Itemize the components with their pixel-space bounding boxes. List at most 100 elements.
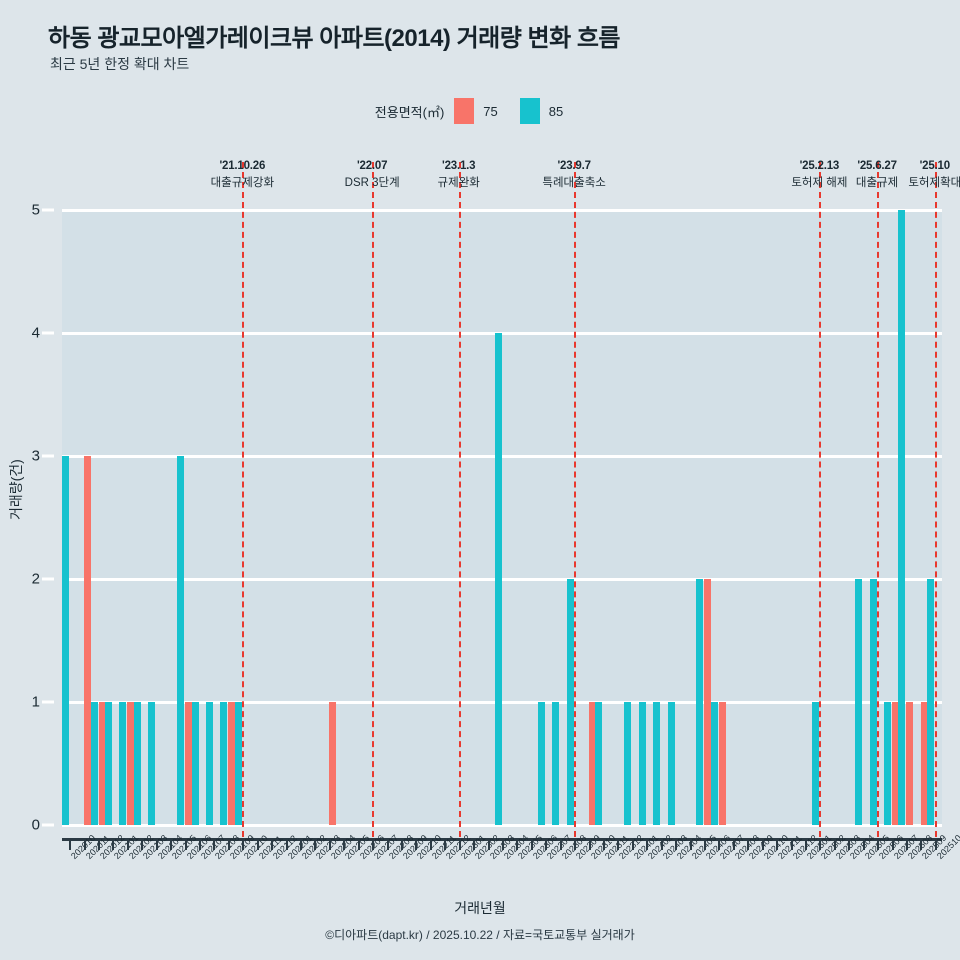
bar-85[interactable] [667, 702, 675, 825]
legend-label-75: 75 [483, 103, 498, 119]
x-tick-mark [602, 838, 605, 850]
bar-85[interactable] [855, 579, 863, 825]
bar-85[interactable] [710, 702, 718, 825]
bar-85[interactable] [234, 702, 242, 825]
event-line [934, 162, 937, 837]
bar-85[interactable] [220, 702, 228, 825]
x-tick-mark [458, 838, 461, 850]
footer-credit: ©디아파트(dapt.kr) / 2025.10.22 / 자료=국토교통부 실… [325, 928, 635, 942]
x-tick-mark [256, 838, 259, 850]
event-label: '23.9.7 특례대출축소 [542, 160, 605, 190]
x-tick-mark [574, 838, 577, 850]
event-text: 토허제확대 [908, 177, 960, 189]
y-tick-mark [42, 577, 54, 581]
x-tick-mark [833, 838, 836, 850]
event-date: '22.07 [356, 160, 388, 172]
bar-85[interactable] [653, 702, 661, 825]
x-axis: 2020102020112020122021012021022021032021… [62, 833, 960, 861]
event-date: '25.2.13 [799, 160, 840, 172]
x-tick-mark [689, 838, 692, 850]
x-tick-mark [848, 838, 851, 850]
bar-75[interactable] [228, 702, 236, 825]
y-tick-label: 1 [31, 693, 40, 711]
y-tick-mark [42, 700, 54, 704]
bar-75[interactable] [920, 702, 928, 825]
event-text: 토허제 해제 [791, 177, 848, 189]
bar-75[interactable] [906, 702, 914, 825]
bar-85[interactable] [869, 579, 877, 825]
bar-75[interactable] [185, 702, 193, 825]
y-tick-mark [42, 208, 54, 212]
gridline [62, 577, 942, 581]
x-tick-mark [877, 838, 880, 850]
x-tick-mark [920, 838, 923, 850]
x-tick-mark [588, 838, 591, 850]
bar-85[interactable] [566, 579, 574, 825]
y-tick-mark [42, 454, 54, 458]
legend-item-75[interactable]: 75 [454, 98, 498, 124]
bar-85[interactable] [61, 456, 69, 825]
x-tick-mark [300, 838, 303, 850]
bar-85[interactable] [927, 579, 935, 825]
bar-75[interactable] [892, 702, 899, 825]
x-tick-mark [69, 838, 72, 850]
event-label: '25.10 토허제확대 [908, 160, 960, 190]
x-tick-mark [516, 838, 519, 850]
x-tick-mark [545, 838, 548, 850]
x-tick-mark [357, 838, 360, 850]
bar-85[interactable] [624, 702, 632, 825]
event-date: '23.1.3 [442, 160, 476, 172]
y-axis-title: 거래량(건) [8, 459, 24, 520]
x-tick-mark [905, 838, 908, 850]
bar-75[interactable] [718, 702, 726, 825]
bar-85[interactable] [133, 702, 141, 825]
bar-75[interactable] [84, 456, 92, 825]
bar-85[interactable] [696, 579, 704, 825]
bar-85[interactable] [119, 702, 127, 825]
x-tick-mark [314, 838, 317, 850]
bar-85[interactable] [898, 210, 906, 825]
x-tick-mark [862, 838, 865, 850]
bar-85[interactable] [205, 702, 213, 825]
x-tick-mark [98, 838, 101, 850]
bar-85[interactable] [537, 702, 545, 825]
x-tick-mark [473, 838, 476, 850]
bar-85[interactable] [552, 702, 560, 825]
x-tick-mark [804, 838, 807, 850]
x-tick-mark [83, 838, 86, 850]
x-tick-mark [328, 838, 331, 850]
event-text: 대출규제강화 [210, 177, 275, 189]
bar-85[interactable] [638, 702, 646, 825]
bar-75[interactable] [127, 702, 135, 825]
bar-85[interactable] [104, 702, 112, 825]
bar-75[interactable] [704, 579, 712, 825]
bar-75[interactable] [329, 702, 337, 825]
bar-85[interactable] [884, 702, 891, 825]
legend-swatch-85 [519, 98, 540, 124]
bar-85[interactable] [494, 333, 502, 825]
x-tick-mark [617, 838, 620, 850]
bar-85[interactable] [148, 702, 156, 825]
event-label: '21.10.26 대출규제강화 [211, 160, 274, 190]
event-date: '23.9.7 [557, 160, 591, 172]
x-tick-mark [660, 838, 663, 850]
legend-item-85[interactable]: 85 [519, 98, 563, 124]
event-date: '25.10 [919, 160, 951, 172]
bar-85[interactable] [811, 702, 819, 825]
gridline [62, 331, 942, 335]
y-axis: 0 1 2 3 4 5 [0, 202, 56, 834]
bar-85[interactable] [191, 702, 199, 825]
bar-75[interactable] [589, 702, 597, 825]
event-label: '23.1.3 규제완화 [438, 160, 480, 190]
legend-swatch-75 [454, 98, 475, 124]
bar-85[interactable] [595, 702, 603, 825]
x-tick-mark [819, 838, 822, 850]
bar-85[interactable] [177, 456, 185, 825]
bar-75[interactable] [98, 702, 106, 825]
x-tick-mark [141, 838, 144, 850]
gridline [62, 454, 942, 458]
bar-85[interactable] [90, 702, 98, 825]
event-label: '25.6.27 대출규제 [856, 160, 898, 190]
gridline [62, 700, 942, 704]
y-tick-mark [42, 331, 54, 335]
